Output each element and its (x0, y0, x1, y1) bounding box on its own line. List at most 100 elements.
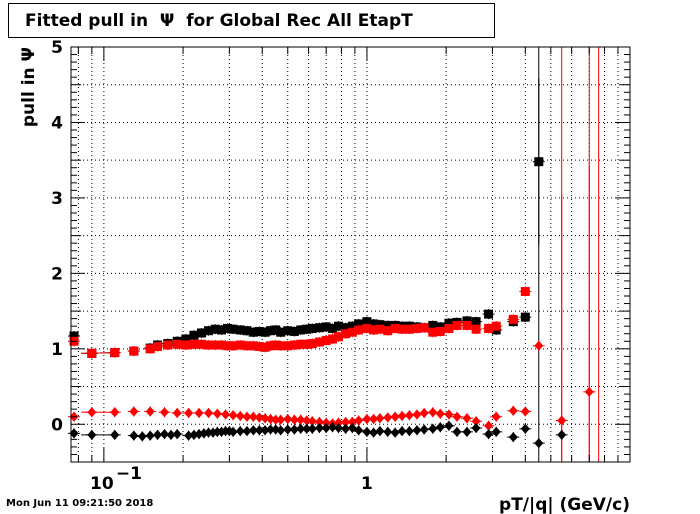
square-marker (428, 320, 438, 330)
square-marker (189, 339, 199, 349)
diamond-marker (452, 426, 462, 437)
square-marker (145, 344, 155, 354)
square-marker (354, 319, 364, 329)
diamond-marker (404, 426, 414, 437)
square-marker (216, 325, 226, 335)
diamond-marker (484, 420, 494, 431)
square-marker (110, 348, 120, 358)
y-tick-label: 2 (51, 264, 63, 284)
diamond-marker (302, 423, 312, 434)
diamond-marker (412, 425, 422, 436)
square-marker (428, 327, 438, 337)
square-marker (69, 331, 79, 341)
grid (71, 46, 631, 463)
diamond-marker (520, 423, 530, 434)
y-tick-label: 4 (51, 113, 63, 133)
diamond-marker (153, 429, 163, 440)
diamond-marker (302, 415, 312, 426)
y-tick-label: 3 (51, 189, 63, 209)
diamond-marker (314, 423, 324, 434)
diamond-marker (452, 411, 462, 422)
square-marker (314, 337, 324, 347)
square-marker (347, 327, 357, 337)
diamond-marker (314, 417, 324, 428)
square-marker (181, 340, 191, 350)
square-marker (369, 319, 379, 329)
timestamp: Mon Jun 11 09:21:50 2018 (6, 498, 154, 509)
y-tick-label: 0 (51, 415, 63, 435)
square-marker (462, 320, 472, 330)
diamond-marker (129, 430, 139, 441)
square-marker (163, 340, 173, 350)
square-marker (235, 325, 245, 335)
diamond-marker (419, 424, 429, 435)
square-marker (444, 318, 454, 328)
diamond-marker (235, 426, 245, 437)
square-marker (276, 327, 286, 337)
diamond-marker (491, 426, 501, 437)
square-marker (362, 317, 372, 327)
square-marker (189, 330, 199, 340)
diamond-marker (397, 426, 407, 437)
square-marker (196, 339, 206, 349)
diamond-marker (69, 428, 79, 439)
diamond-marker (347, 417, 357, 428)
diamond-marker (159, 407, 169, 418)
diamond-marker (362, 426, 372, 437)
diamond-marker (289, 414, 299, 425)
square-marker (87, 348, 97, 358)
diamond-marker (260, 425, 270, 436)
diamond-marker (444, 420, 454, 431)
diamond-marker (159, 429, 169, 440)
diamond-marker (145, 406, 155, 417)
square-marker (390, 323, 400, 333)
chart-title: Fitted pull in Ψ for Global Rec All Etap… (8, 3, 495, 38)
square-marker (435, 326, 445, 336)
square-marker (283, 341, 293, 351)
square-marker (314, 323, 324, 333)
diamond-marker (172, 429, 182, 440)
square-marker (347, 321, 357, 331)
square-marker (181, 334, 191, 344)
square-marker (404, 324, 414, 334)
square-marker (397, 324, 407, 334)
square-marker (276, 341, 286, 351)
square-marker (383, 326, 393, 336)
square-marker (210, 324, 220, 334)
diamond-marker (266, 413, 276, 424)
square-marker (419, 323, 429, 333)
square-marker (369, 325, 379, 335)
square-marker (289, 326, 299, 336)
diamond-marker (283, 424, 293, 435)
square-marker (444, 323, 454, 333)
diamond-marker (584, 386, 594, 397)
diamond-marker (375, 413, 385, 424)
diamond-marker (145, 430, 155, 441)
square-marker (129, 346, 139, 356)
plot-frame (70, 46, 631, 463)
square-marker (222, 323, 232, 333)
diamond-marker (266, 424, 276, 435)
diamond-marker (404, 410, 414, 421)
square-marker (172, 339, 182, 349)
diamond-marker (166, 429, 176, 440)
square-marker (375, 324, 385, 334)
axis-ticks: 0 1 2 3 4 5 10 −1 1 (51, 38, 631, 494)
diamond-marker (362, 413, 372, 424)
square-marker (296, 325, 306, 335)
diamond-marker (435, 408, 445, 419)
square-marker (435, 322, 445, 332)
diamond-marker (296, 414, 306, 425)
diamond-marker (334, 417, 344, 428)
diamond-marker (296, 423, 306, 434)
diamond-marker (307, 423, 317, 434)
diamond-marker (248, 425, 258, 436)
square-marker (260, 327, 270, 337)
diamond-marker (383, 412, 393, 423)
x-axis-title: pT/|q| (GeV/c) (499, 495, 630, 514)
diamond-marker (557, 415, 567, 426)
diamond-marker (283, 413, 293, 424)
square-marker (248, 341, 258, 351)
diamond-marker (354, 425, 364, 436)
